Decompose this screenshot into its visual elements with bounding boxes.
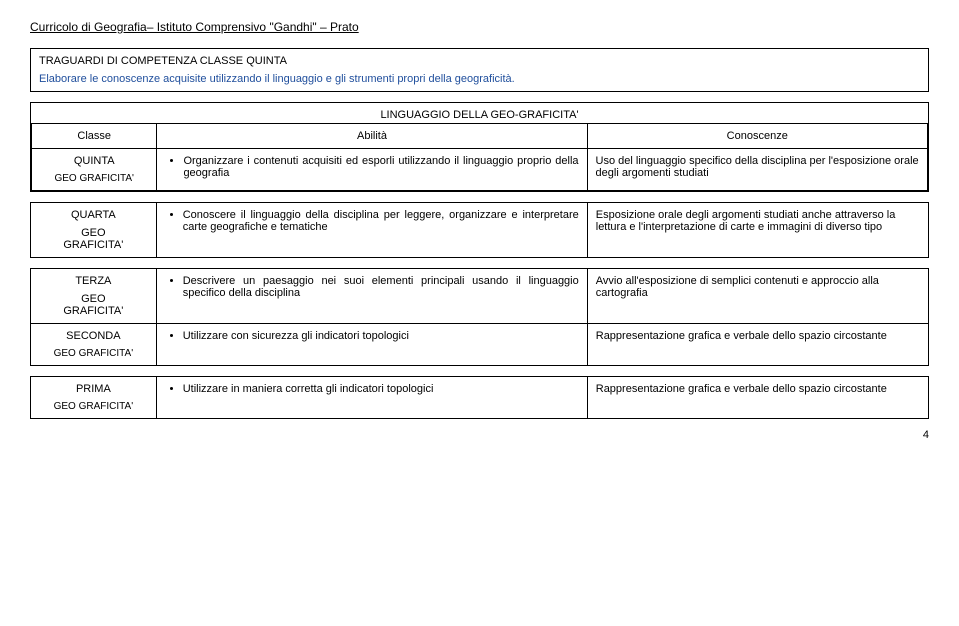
classe-geo-2: GRAFICITA' <box>39 305 148 317</box>
conoscenze-cell: Rappresentazione grafica e verbale dello… <box>587 324 928 366</box>
classe-geo: GEO GRAFICITA' <box>39 401 148 412</box>
table-prima: PRIMA GEO GRAFICITA' Utilizzare in manie… <box>30 376 929 419</box>
classe-geo: GEO GRAFICITA' <box>39 348 148 359</box>
traguardi-title: TRAGUARDI DI COMPETENZA CLASSE QUINTA <box>39 55 920 67</box>
classe-name: SECONDA <box>39 330 148 342</box>
page-number: 4 <box>30 429 929 441</box>
abilita-item: Conoscere il linguaggio della disciplina… <box>183 209 579 233</box>
col-abilita: Abilità <box>157 124 587 149</box>
table-quinta: Classe Abilità Conoscenze QUINTA GEO GRA… <box>31 123 928 191</box>
classe-name: PRIMA <box>39 383 148 395</box>
conoscenze-cell: Rappresentazione grafica e verbale dello… <box>587 377 928 419</box>
conoscenze-cell: Uso del linguaggio specifico della disci… <box>587 149 927 191</box>
abilita-item: Descrivere un paesaggio nei suoi element… <box>183 275 579 299</box>
conoscenze-cell: Avvio all'esposizione di semplici conten… <box>587 269 928 324</box>
classe-name: QUINTA <box>40 155 148 167</box>
page-header: Curricolo di Geografia– Istituto Compren… <box>30 20 929 34</box>
conoscenze-cell: Esposizione orale degli argomenti studia… <box>587 203 928 258</box>
classe-name: QUARTA <box>39 209 148 221</box>
table-quarta: QUARTA GEO GRAFICITA' Conoscere il lingu… <box>30 202 929 258</box>
table-terza-seconda: TERZA GEO GRAFICITA' Descrivere un paesa… <box>30 268 929 366</box>
classe-name: TERZA <box>39 275 148 287</box>
classe-geo: GEO GRAFICITA' <box>40 173 148 184</box>
abilita-item: Utilizzare con sicurezza gli indicatori … <box>183 330 579 342</box>
table-row: QUARTA GEO GRAFICITA' Conoscere il lingu… <box>31 203 929 258</box>
section-title: LINGUAGGIO DELLA GEO-GRAFICITA' <box>31 103 928 123</box>
classe-geo-1: GEO <box>39 293 148 305</box>
col-conoscenze: Conoscenze <box>587 124 927 149</box>
abilita-item: Utilizzare in maniera corretta gli indic… <box>183 383 579 395</box>
table-row: TERZA GEO GRAFICITA' Descrivere un paesa… <box>31 269 929 324</box>
traguardi-box: TRAGUARDI DI COMPETENZA CLASSE QUINTA El… <box>30 48 929 92</box>
abilita-item: Organizzare i contenuti acquisiti ed esp… <box>183 155 578 179</box>
col-classe: Classe <box>32 124 157 149</box>
classe-geo-1: GEO <box>39 227 148 239</box>
table-row: QUINTA GEO GRAFICITA' Organizzare i cont… <box>32 149 928 191</box>
block-quinta: LINGUAGGIO DELLA GEO-GRAFICITA' Classe A… <box>30 102 929 192</box>
table-row: PRIMA GEO GRAFICITA' Utilizzare in manie… <box>31 377 929 419</box>
traguardi-desc: Elaborare le conoscenze acquisite utiliz… <box>39 73 920 85</box>
table-row: SECONDA GEO GRAFICITA' Utilizzare con si… <box>31 324 929 366</box>
classe-geo-2: GRAFICITA' <box>39 239 148 251</box>
